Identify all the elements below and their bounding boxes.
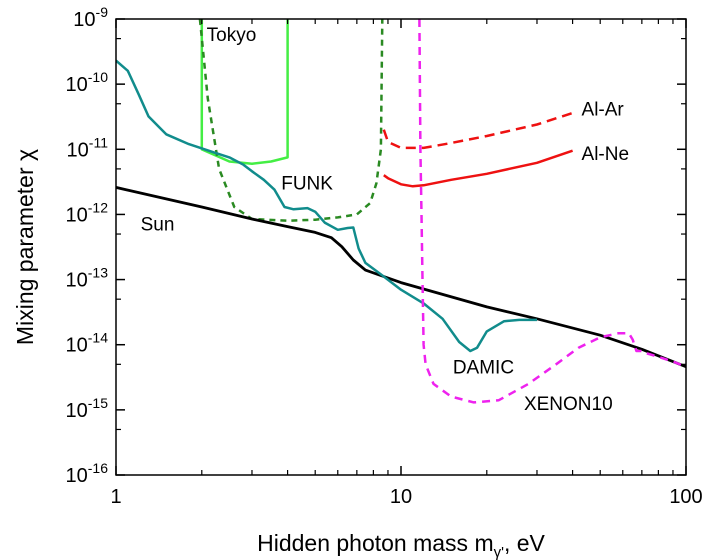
series-funk-line [198,19,384,222]
x-axis-title-subscript: γ' [494,544,505,560]
y-tick-label-base: 10 [73,9,95,31]
annotation-layer: Tokyo FUNK Sun Al-Ar Al-Ne DAMIC XENON10 [141,25,629,415]
x-tick-label: 10 [390,486,412,508]
y-tick-label-base: 10 [66,204,88,226]
y-tick-label-exponent: -11 [89,134,108,150]
annotation-al-ne: Al-Ne [582,144,630,165]
y-tick-label-exponent: -16 [88,460,108,476]
y-tick-label: 10-16 [66,460,109,487]
y-tick-label-base: 10 [66,74,88,96]
x-axis-title: Hidden photon mass mγ', eV [257,530,545,560]
y-tick-label-base: 10 [66,465,88,487]
y-tick-label-exponent: -9 [96,4,109,20]
annotation-xenon10: XENON10 [524,394,613,415]
series-damic-line [116,59,537,353]
y-tick-label: 10-11 [67,134,109,161]
y-tick-label-exponent: -10 [88,69,108,85]
annotation-damic: DAMIC [453,358,514,379]
y-tick-label: 10-14 [66,330,109,357]
annotation-al-ar: Al-Ar [582,100,625,121]
y-tick-label: 10-10 [66,69,109,96]
y-tick-label-exponent: -12 [88,199,108,215]
y-tick-label-base: 10 [67,139,89,161]
y-tick-label: 10-12 [66,199,109,226]
x-axis-title-unit: , eV [504,530,546,556]
y-tick-label: 10-15 [66,395,109,422]
series-xenon10-line [418,19,686,404]
plot-background [116,19,686,475]
x-tick-label: 1 [110,486,121,508]
y-tick-label: 10-9 [73,4,108,31]
annotation-tokyo: Tokyo [207,25,257,46]
x-axis-title-main: Hidden photon mass m [257,530,494,556]
series-sun-line [116,186,686,369]
y-tick-label-base: 10 [66,400,88,422]
y-tick-label-base: 10 [66,270,88,292]
tick-layer: 1 10 10010-1610-1510-1410-1310-1210-1110-1… [66,4,703,508]
y-tick-label: 10-13 [66,265,109,292]
series-layer [116,19,686,404]
x-tick-label: 100 [669,486,702,508]
y-tick-label-exponent: -15 [88,395,108,411]
annotation-funk: FUNK [281,174,333,195]
y-tick-label-exponent: -13 [88,265,108,281]
y-axis-title: Mixing parameter χ [12,149,38,345]
y-tick-label-exponent: -14 [88,330,108,346]
y-tick-label-base: 10 [66,335,88,357]
annotation-sun: Sun [141,214,175,235]
series-al-ne-line [383,149,574,188]
